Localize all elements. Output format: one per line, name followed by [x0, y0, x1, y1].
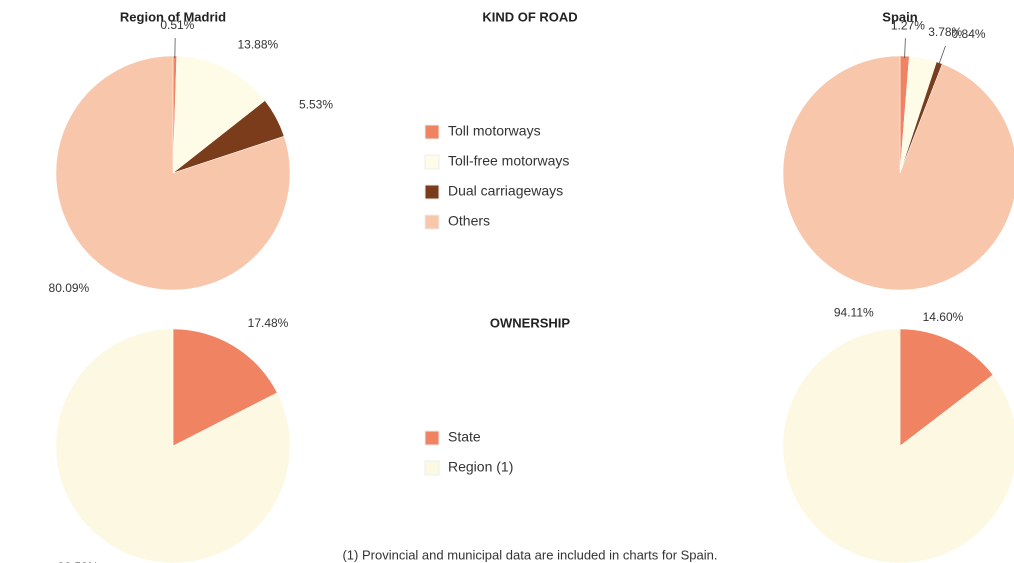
data-label: 5.53% — [299, 97, 333, 111]
data-label: 80.09% — [49, 281, 90, 295]
legend-swatch — [424, 154, 440, 170]
data-label: 0.84% — [952, 27, 986, 41]
pie-slice — [172, 55, 266, 174]
legend-label: Others — [448, 213, 490, 229]
data-label: 14.60% — [923, 310, 964, 324]
pie-slice — [899, 328, 994, 447]
section-title: KIND OF ROAD — [482, 9, 577, 24]
legend-swatch — [424, 124, 440, 140]
legend-label: Dual carriageways — [448, 183, 563, 199]
data-label: 17.48% — [248, 316, 289, 330]
data-label: 13.88% — [238, 38, 279, 52]
data-label: 1.27% — [891, 18, 925, 32]
legend-swatch — [424, 214, 440, 230]
pie-slice — [782, 328, 1014, 563]
legend-label: Toll-free motorways — [448, 153, 569, 169]
footnote: (1) Provincial and municipal data are in… — [342, 547, 717, 562]
pie-slice — [55, 328, 291, 563]
legend-swatch — [424, 184, 440, 200]
leader-line — [904, 38, 906, 59]
data-label: 82.52% — [58, 560, 99, 563]
data-label: 94.11% — [834, 306, 874, 320]
column-title: Region of Madrid — [120, 9, 226, 24]
data-label: 3.78% — [928, 25, 962, 39]
pie-slice — [172, 328, 278, 447]
legend-swatch — [424, 430, 440, 446]
legend-label: Region (1) — [448, 459, 513, 475]
legend-label: State — [448, 429, 481, 445]
leader-line — [938, 45, 946, 65]
section-title: OWNERSHIP — [490, 315, 571, 330]
data-label: 0.51% — [160, 18, 194, 32]
legend-swatch — [424, 460, 440, 476]
pie-slice — [782, 55, 1014, 291]
column-title: Spain — [882, 9, 917, 24]
legend-label: Toll motorways — [448, 123, 541, 139]
pie-slice — [55, 55, 291, 291]
